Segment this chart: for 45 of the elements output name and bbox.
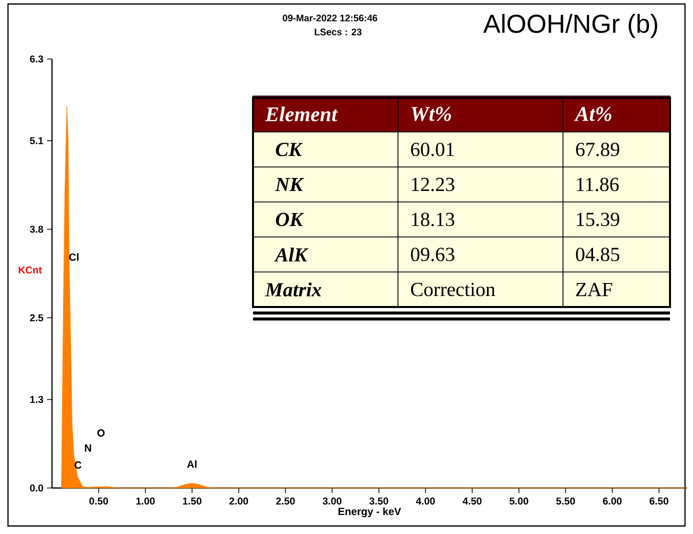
- y-tick-label: 5.1: [30, 137, 44, 144]
- x-tick-label: 4.50: [462, 498, 482, 505]
- x-tick-label: 4.00: [416, 498, 435, 505]
- annotation: OK: [276, 212, 304, 226]
- annotation: Al: [187, 460, 196, 468]
- x-tick-label: 0.50: [89, 498, 108, 505]
- chart-title: AlOOH/NGr (b): [483, 14, 658, 38]
- y-tick-label: 2.5: [30, 314, 44, 322]
- x-tick-label: 1.50: [183, 498, 202, 505]
- annotation: 67.89: [576, 142, 620, 156]
- x-tick-label: 3.50: [369, 498, 388, 505]
- annotation: 11.86: [576, 178, 619, 192]
- x-tick-label: 1.00: [136, 498, 155, 505]
- x-axis-title: Energy - keV: [338, 507, 402, 518]
- annotation: ZAF: [576, 282, 612, 296]
- annotation: 12.23: [412, 178, 454, 192]
- annotation: 04.85: [576, 248, 620, 262]
- annotation: Element: [265, 106, 338, 122]
- y-tick-label: 6.3: [30, 55, 44, 63]
- y-tick-label: 1.3: [30, 396, 44, 404]
- annotation: O: [97, 429, 105, 437]
- annotation: AlK: [274, 248, 308, 262]
- annotation: 18.13: [412, 212, 454, 226]
- annotation: NK: [275, 178, 304, 192]
- x-tick-label: 6.00: [602, 498, 622, 505]
- x-tick-label: 5.00: [510, 498, 528, 505]
- annotation: 09.63: [410, 248, 454, 262]
- annotation: CK: [276, 142, 303, 156]
- x-tick-label: 6.50: [650, 498, 668, 505]
- x-tick-label: 3.00: [322, 498, 342, 505]
- annotation: N: [84, 444, 92, 452]
- annotation: Wt%: [412, 106, 451, 122]
- y-tick-label: 3.8: [30, 226, 44, 233]
- annotation: At%: [574, 106, 612, 122]
- annotation: Matrix: [264, 282, 322, 297]
- annotation: 15.39: [576, 212, 620, 226]
- annotation: Correction: [411, 282, 496, 296]
- annotation: 60.01: [411, 142, 454, 156]
- y-axis-title: KCnt: [18, 266, 42, 274]
- text: LSecs : 23: [314, 28, 362, 36]
- x-tick-label: 2.00: [229, 498, 248, 505]
- y-tick-label: 0.0: [30, 484, 44, 492]
- x-tick-label: 5.50: [556, 498, 575, 505]
- text: 09-Mar-2022 12:56:46: [282, 14, 378, 22]
- x-tick-label: 2.50: [276, 498, 295, 505]
